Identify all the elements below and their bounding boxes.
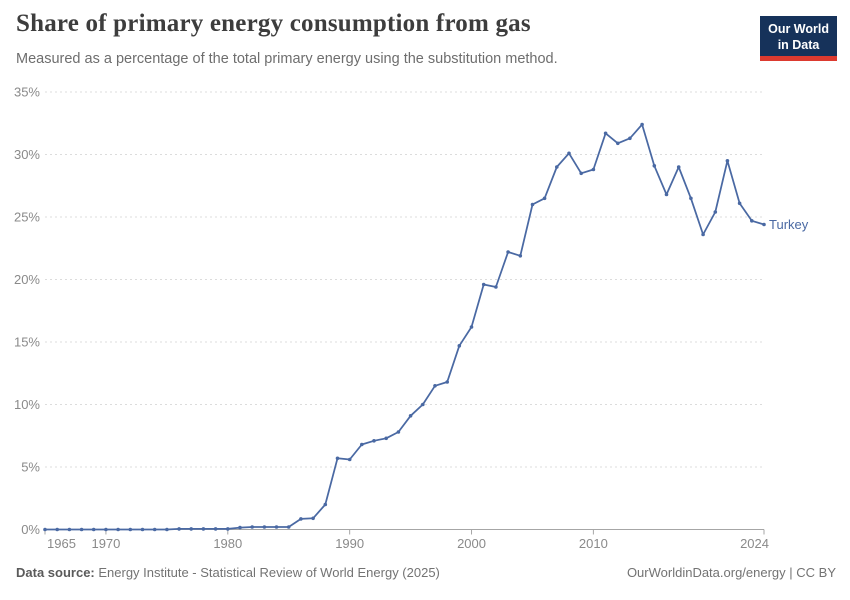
page-title: Share of primary energy consumption from… — [16, 10, 531, 37]
data-point-marker — [128, 527, 133, 532]
line-turkey[interactable] — [44, 123, 765, 531]
data-point-marker — [530, 202, 535, 207]
data-point-marker — [140, 527, 145, 532]
data-point-marker — [542, 196, 547, 201]
license-link[interactable]: OurWorldinData.org/energy | CC BY — [626, 565, 836, 580]
data-point-marker — [518, 254, 523, 258]
data-source-label: Data source: — [16, 565, 95, 580]
data-point-marker — [737, 201, 742, 206]
y-axis-tick-label: 5% — [21, 460, 40, 475]
x-axis-tick-label: 1990 — [335, 536, 364, 551]
data-point-marker — [421, 402, 425, 407]
y-axis-tick-label: 0% — [21, 522, 40, 537]
y-axis-tick-label: 20% — [14, 272, 40, 287]
data-point-marker — [116, 527, 120, 532]
data-point-marker — [579, 171, 583, 176]
data-point-marker — [469, 325, 474, 329]
owid-logo[interactable]: Our World in Data — [760, 16, 837, 61]
data-point-marker — [91, 527, 96, 532]
data-point-marker — [457, 344, 462, 348]
data-point-marker — [725, 159, 730, 163]
y-axis-tick-label: 10% — [14, 397, 40, 412]
data-point-marker — [311, 516, 315, 521]
data-point-marker — [494, 285, 498, 289]
data-point-marker — [384, 436, 389, 441]
data-point-marker — [555, 165, 559, 169]
series-label-turkey[interactable]: Turkey — [769, 217, 809, 232]
data-point-marker — [360, 442, 364, 447]
data-point-marker — [299, 517, 303, 521]
chart-footer: Data source: Energy Institute - Statisti… — [16, 565, 836, 580]
data-point-marker — [177, 527, 181, 531]
data-point-marker — [213, 527, 218, 531]
data-point-marker — [286, 525, 291, 529]
data-point-marker — [506, 250, 510, 254]
data-point-marker — [67, 527, 72, 532]
data-point-marker — [762, 222, 766, 227]
data-point-marker — [628, 136, 632, 141]
data-point-marker — [445, 380, 450, 384]
data-point-marker — [274, 525, 279, 529]
data-point-marker — [567, 151, 571, 156]
data-point-marker — [347, 457, 352, 462]
data-point-marker — [79, 527, 84, 532]
x-axis-tick-label: 1965 — [47, 536, 76, 551]
data-point-marker — [104, 527, 108, 532]
data-point-marker — [713, 210, 718, 214]
data-point-marker — [55, 527, 59, 532]
data-point-marker — [323, 502, 328, 507]
data-point-marker — [408, 414, 413, 418]
data-point-marker — [689, 196, 693, 201]
data-point-marker — [396, 430, 401, 434]
owid-logo-line2: in Data — [777, 38, 820, 52]
owid-logo-line1: Our World — [768, 22, 829, 36]
data-point-marker — [591, 167, 596, 172]
data-point-marker — [262, 525, 267, 529]
x-axis-tick-label: 1980 — [213, 536, 242, 551]
data-point-marker — [226, 527, 230, 531]
data-point-marker — [372, 439, 376, 443]
data-point-marker — [664, 192, 669, 197]
data-point-marker — [201, 527, 206, 531]
data-point-marker — [750, 219, 754, 223]
y-axis-tick-label: 15% — [14, 335, 40, 350]
chart-subtitle: Measured as a percentage of the total pr… — [16, 51, 558, 67]
data-point-marker — [152, 527, 157, 532]
data-point-marker — [165, 527, 169, 532]
data-point-marker — [433, 384, 437, 388]
data-point-marker — [640, 122, 644, 127]
x-axis-tick-label: 2024 — [740, 536, 769, 551]
data-source-text: Energy Institute - Statistical Review of… — [94, 565, 440, 580]
x-axis-tick-label: 1970 — [91, 536, 120, 551]
data-point-marker — [652, 164, 657, 168]
y-axis-tick-label: 30% — [14, 147, 40, 162]
data-point-marker — [250, 525, 254, 529]
x-axis-tick-label: 2000 — [457, 536, 486, 551]
data-point-marker — [189, 527, 193, 531]
y-axis-tick-label: 35% — [14, 85, 40, 100]
data-point-marker — [676, 165, 681, 169]
data-point-marker — [43, 527, 47, 532]
data-point-marker — [603, 131, 608, 136]
data-point-marker — [701, 232, 705, 237]
data-point-marker — [481, 282, 486, 287]
data-point-marker — [616, 141, 620, 146]
x-axis-tick-label: 2010 — [579, 536, 608, 551]
data-point-marker — [335, 456, 340, 461]
data-source-note: Data source: Energy Institute - Statisti… — [16, 565, 440, 580]
data-point-marker — [238, 525, 242, 530]
y-axis-tick-label: 25% — [14, 210, 40, 225]
